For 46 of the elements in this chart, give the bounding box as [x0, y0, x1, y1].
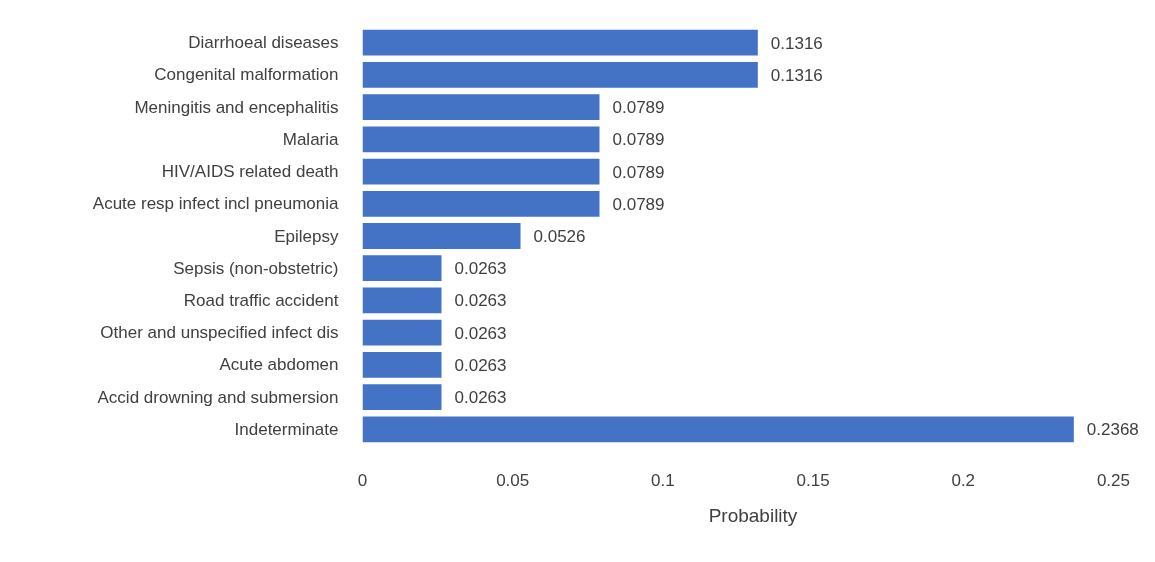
- y-tick-label: HIV/AIDS related death: [161, 162, 339, 182]
- y-tick-label: Indeterminate: [234, 419, 339, 439]
- bar: [362, 61, 758, 88]
- x-tick-label: 0.25: [1096, 470, 1131, 490]
- data-label: 0.0263: [454, 388, 507, 408]
- bar: [362, 384, 442, 411]
- data-label: 0.0263: [454, 291, 507, 311]
- bar: [362, 126, 600, 153]
- data-label: 0.0263: [454, 259, 507, 279]
- data-label: 0.0789: [612, 194, 665, 214]
- y-tick-label: Other and unspecified infect dis: [100, 323, 339, 343]
- data-label: 0.0789: [612, 130, 665, 150]
- y-tick-label: Epilepsy: [274, 226, 339, 246]
- bar: [362, 94, 600, 120]
- bar: [362, 352, 442, 378]
- x-tick-label: 0: [357, 470, 368, 490]
- bar: [362, 223, 521, 249]
- y-tick-label: Sepsis (non-obstetric): [173, 258, 339, 278]
- y-tick-label: Malaria: [282, 129, 340, 149]
- data-label: 0.0526: [533, 227, 586, 246]
- y-tick-label: Meningitis and encephalitis: [134, 97, 339, 117]
- data-label: 0.2368: [1086, 420, 1139, 440]
- y-tick-label: Congenital malformation: [154, 65, 339, 85]
- data-label: 0.0789: [612, 98, 665, 118]
- y-tick-label: Road traffic accident: [183, 290, 339, 310]
- data-label: 0.0789: [612, 162, 665, 182]
- y-tick-label: Acute abdomen: [219, 355, 339, 375]
- x-tick-label: 0.05: [496, 470, 530, 490]
- x-tick-label: 0.15: [796, 470, 830, 490]
- data-label: 0.1316: [770, 33, 823, 53]
- y-tick-label: Accid drowning and submersion: [97, 387, 339, 407]
- bar: [362, 255, 442, 282]
- x-axis-title: Probability: [708, 504, 798, 526]
- bar: [362, 158, 600, 185]
- y-tick-label: Acute resp infect incl pneumonia: [92, 194, 340, 214]
- y-tick-label: Diarrhoeal diseases: [188, 33, 339, 53]
- data-label: 0.0263: [454, 323, 507, 343]
- bar: [362, 29, 758, 56]
- bar: [362, 319, 442, 346]
- data-label: 0.1316: [770, 65, 823, 85]
- bar: [362, 190, 600, 217]
- x-tick-label: 0.2: [951, 470, 976, 490]
- bar: [362, 416, 1074, 443]
- data-label: 0.0263: [454, 355, 507, 375]
- x-tick-label: 0.1: [651, 470, 675, 490]
- bar: [362, 287, 442, 314]
